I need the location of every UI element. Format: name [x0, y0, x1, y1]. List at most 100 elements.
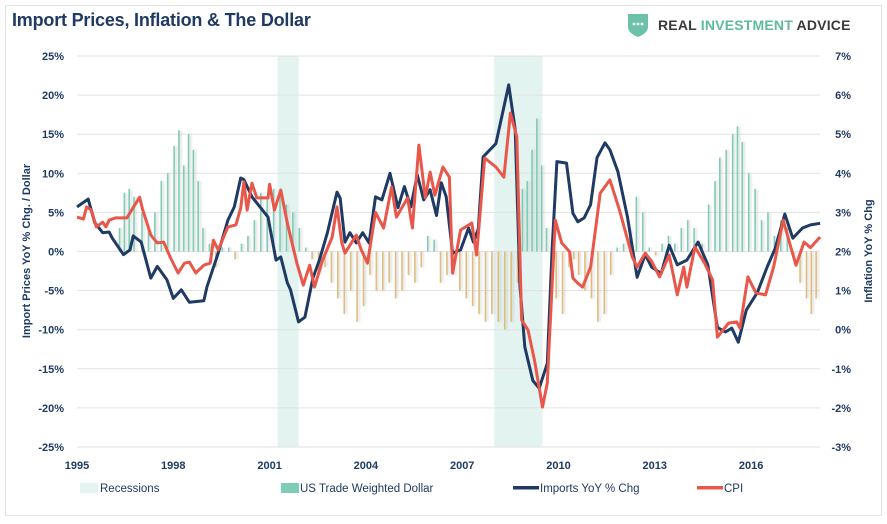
dollar-bar-shadow	[357, 251, 360, 322]
dollar-bar	[375, 251, 378, 291]
dollar-bar-shadow	[542, 165, 545, 252]
dollar-bar	[362, 251, 365, 307]
dollar-bar	[616, 247, 618, 252]
dollar-bar	[247, 235, 249, 252]
dollar-bar	[401, 251, 403, 291]
dollar-bar-shadow	[733, 134, 736, 252]
dollar-bar-shadow	[479, 251, 482, 315]
dollar-bar-shadow	[579, 251, 582, 275]
dollar-bar	[182, 165, 185, 252]
dollar-bar-shadow	[261, 192, 264, 252]
legend-label-imports: Imports YoY % Chg	[540, 483, 640, 495]
dollar-bar	[693, 228, 695, 252]
y-tick-right: -3%	[831, 442, 851, 454]
dollar-bar-shadow	[370, 251, 373, 275]
dollar-bar-shadow	[194, 149, 197, 252]
dollar-bar	[725, 149, 728, 252]
y-tick-left: 15%	[42, 129, 64, 141]
dollar-bar-shadow	[681, 228, 684, 252]
dollar-bar-shadow	[511, 251, 514, 322]
logo: REAL INVESTMENT ADVICE	[626, 12, 851, 38]
dollar-bar-shadow	[325, 251, 328, 268]
y-axis-left-title: Import Prices YoY % Chg. / Dollar	[21, 163, 33, 338]
dollar-bar-shadow	[161, 181, 164, 252]
dollar-bar	[568, 251, 570, 268]
dollar-bar	[311, 251, 313, 260]
dollar-bar	[426, 235, 429, 252]
dollar-bar	[433, 239, 435, 252]
dollar-bar-shadow	[742, 142, 745, 252]
dollar-bar	[160, 181, 163, 252]
dollar-bar	[279, 196, 281, 252]
dollar-bar-shadow	[726, 149, 729, 252]
dollar-bar	[178, 130, 180, 252]
dollar-bar	[597, 251, 599, 322]
dollar-bar-shadow	[656, 251, 659, 256]
y-tick-left: 5%	[48, 207, 64, 219]
dollar-bar-shadow	[547, 228, 550, 252]
dollar-bar-shadow	[537, 118, 540, 252]
dollar-bar-shadow	[389, 251, 392, 283]
chart-frame	[5, 5, 882, 516]
dollar-bar	[516, 251, 519, 283]
dollar-bar	[510, 251, 512, 322]
dollar-bar-shadow	[486, 251, 489, 322]
dollar-bar	[674, 243, 676, 252]
dollar-bar	[394, 251, 397, 299]
dollar-bar	[641, 212, 644, 252]
cpi-line	[76, 111, 822, 409]
dollar-bar-shadow	[662, 243, 665, 252]
logo-text: REAL INVESTMENT ADVICE	[658, 17, 851, 33]
dollar-bar	[197, 181, 199, 252]
x-tick: 2016	[739, 460, 763, 472]
dollar-bar-shadow	[794, 251, 797, 260]
dollar-bar	[540, 165, 543, 252]
dollar-bar	[484, 251, 487, 322]
dollar-bar-shadow	[807, 251, 810, 299]
dollar-bar	[526, 181, 528, 252]
dollar-bar	[667, 235, 670, 252]
dollar-bar	[767, 212, 769, 252]
dollar-bar-shadow	[649, 247, 652, 252]
dollar-bar	[622, 243, 625, 252]
dollar-bar	[227, 247, 230, 252]
dollar-bar-shadow	[402, 251, 405, 291]
dollar-bar-shadow	[242, 243, 245, 252]
dollar-bar	[128, 188, 130, 252]
chart-title: Import Prices, Inflation & The Dollar	[12, 10, 311, 30]
dollar-bar-shadow	[134, 196, 137, 252]
dollar-bar-shadow	[598, 251, 601, 322]
y-tick-left: 0%	[48, 247, 64, 259]
dollar-bar	[420, 251, 423, 268]
dollar-bar-shadow	[800, 251, 803, 283]
dollar-bar	[118, 228, 121, 252]
dollar-bar	[805, 251, 808, 299]
dollar-bar-shadow	[255, 220, 258, 252]
dollar-bar	[545, 228, 548, 252]
y-tick-right: 1%	[835, 286, 851, 298]
legend: Recessions US Trade Weighted Dollar Impo…	[80, 483, 743, 495]
legend-swatch-cpi	[697, 486, 723, 490]
dollar-bar-shadow	[142, 212, 145, 252]
dollar-bar	[414, 251, 416, 283]
dollar-bar-shadow	[624, 243, 627, 252]
y-tick-left: -20%	[38, 403, 64, 415]
legend-swatch-imports	[513, 486, 539, 490]
logo-text-advice: ADVICE	[792, 17, 851, 33]
dollar-bar	[133, 196, 135, 252]
y-axis-right-title: Inflation YoY % Chg	[863, 199, 875, 302]
dollar-bar-shadow	[129, 188, 132, 252]
dollar-bar	[701, 243, 703, 252]
dollar-bar-shadow	[473, 251, 476, 307]
dollar-bar	[343, 251, 346, 315]
dollar-bar-shadow	[688, 220, 691, 252]
dollar-bar-shadow	[556, 251, 559, 299]
dollar-bar-shadow	[351, 251, 354, 291]
dollar-bar	[192, 149, 195, 252]
dollar-bar-shadow	[203, 228, 206, 252]
dollar-bar	[272, 188, 275, 252]
dollar-bar-shadow	[332, 251, 335, 283]
y-tick-right: -2%	[831, 403, 851, 415]
x-tick: 1998	[161, 460, 185, 472]
